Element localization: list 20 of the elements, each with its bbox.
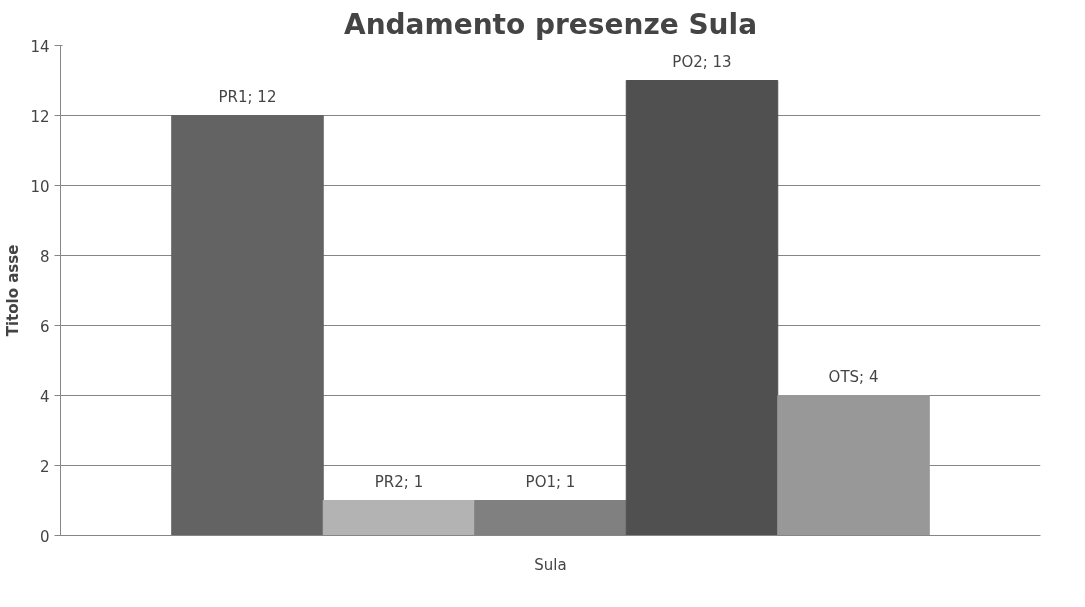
bar bbox=[625, 80, 779, 536]
y-tick-label: 0 bbox=[39, 527, 50, 546]
bar bbox=[322, 500, 476, 536]
y-tick-label: 8 bbox=[39, 247, 50, 266]
x-tick-label: Sula bbox=[534, 555, 567, 574]
y-tick-label: 10 bbox=[30, 177, 50, 196]
y-tick-label: 14 bbox=[30, 37, 50, 56]
bar bbox=[171, 115, 324, 536]
bar bbox=[777, 395, 930, 536]
y-tick-label: 12 bbox=[30, 107, 50, 126]
data-label: PO2; 13 bbox=[672, 52, 732, 71]
data-label: PR2; 1 bbox=[374, 472, 424, 491]
chart-title: Andamento presenze Sula bbox=[343, 7, 758, 41]
y-axis-title: Titolo asse bbox=[4, 244, 23, 337]
y-tick-label: 2 bbox=[39, 457, 50, 476]
y-tick-label: 6 bbox=[39, 317, 50, 336]
data-label: PR1; 12 bbox=[218, 87, 277, 106]
data-label: OTS; 4 bbox=[828, 367, 879, 386]
y-tick-label: 4 bbox=[39, 387, 50, 406]
data-label: PO1; 1 bbox=[525, 472, 576, 491]
